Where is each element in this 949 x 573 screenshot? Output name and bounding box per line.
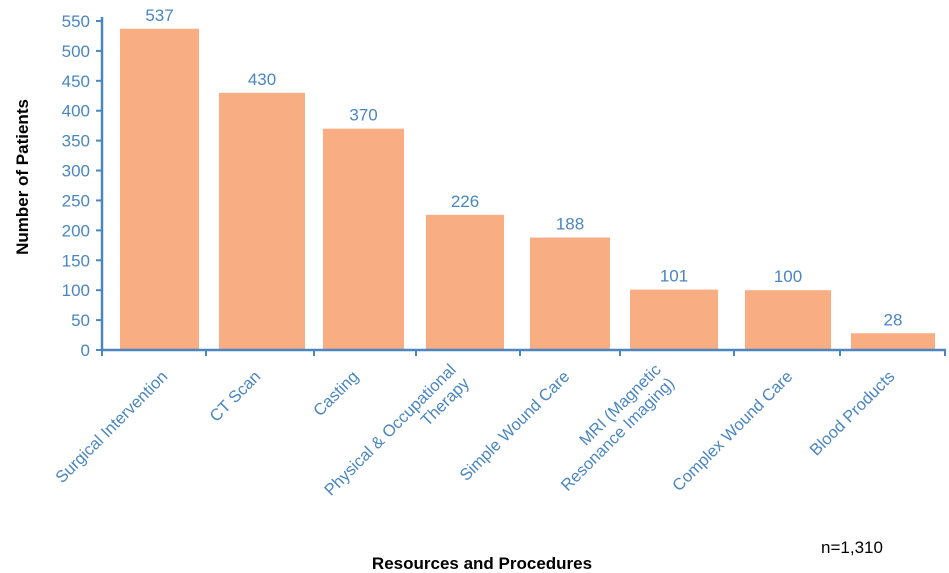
bar <box>530 237 610 350</box>
bar <box>120 28 199 350</box>
bar-value-label: 101 <box>660 267 688 286</box>
bar <box>630 289 718 350</box>
x-category-label: Casting <box>310 368 362 420</box>
bar <box>745 290 831 350</box>
sample-size-note: n=1,310 <box>821 538 883 557</box>
x-category-label: Simple Wound Care <box>456 368 573 485</box>
bar-value-label: 28 <box>884 310 903 329</box>
y-axis: 0 50 100 150 200 250 300 350 400 450 500 550 <box>62 12 104 360</box>
y-tick-label: 250 <box>62 191 90 210</box>
y-tick-label: 100 <box>62 281 90 300</box>
bar <box>426 214 504 350</box>
y-tick-label: 0 <box>81 341 90 360</box>
y-tick-label: 500 <box>62 42 90 61</box>
y-tick-label: 300 <box>62 162 90 181</box>
y-tick-label: 450 <box>62 72 90 91</box>
x-category-label: Blood Products <box>807 368 899 460</box>
bar <box>323 128 404 350</box>
y-tick-label: 350 <box>62 132 90 151</box>
bar <box>219 92 305 351</box>
x-axis-title: Resources and Procedures <box>372 554 592 573</box>
bar-value-label: 188 <box>556 215 584 234</box>
y-tick-label: 150 <box>62 251 90 270</box>
y-tick-label: 200 <box>62 221 90 240</box>
bar-value-label: 226 <box>451 192 479 211</box>
y-tick-label: 550 <box>62 12 90 31</box>
bar-value-label: 430 <box>248 70 276 89</box>
bar <box>851 333 935 350</box>
x-axis: Surgical Intervention CT Scan CastingPhysi… <box>52 348 946 499</box>
y-tick-label: 400 <box>62 102 90 121</box>
bars: 537 430 370 226 188 101 100 28 <box>120 6 935 351</box>
bar-value-label: 370 <box>349 106 377 125</box>
x-category-label: Complex Wound Care <box>669 368 796 495</box>
y-tick-label: 50 <box>71 311 90 330</box>
bar-value-label: 100 <box>774 267 802 286</box>
x-category-label: Surgical Intervention <box>52 368 171 487</box>
bar-value-label: 537 <box>145 6 173 25</box>
y-axis-title: Number of Patients <box>13 99 32 255</box>
x-category-label: CT Scan <box>206 368 264 426</box>
